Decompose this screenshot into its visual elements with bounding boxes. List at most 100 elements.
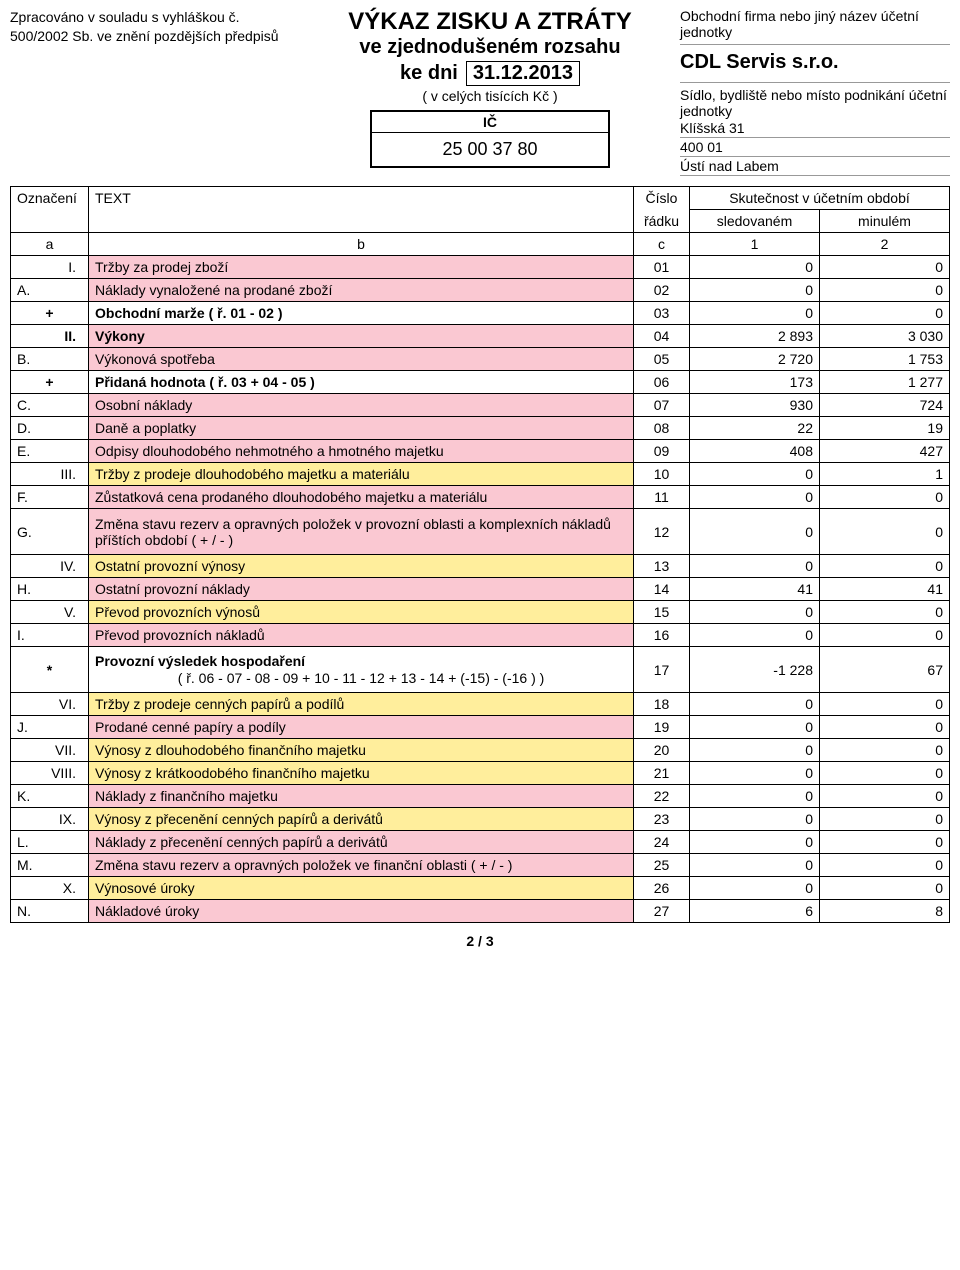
row-text-cell: Provozní výsledek hospodaření( ř. 06 - 0… (89, 647, 634, 693)
date-prefix: ke dni (400, 62, 458, 85)
row-text-cell: Přidaná hodnota ( ř. 03 + 04 - 05 ) (89, 371, 634, 394)
row-text: Změna stavu rezerv a opravných položek v… (95, 516, 611, 548)
table-row: VI. Tržby z prodeje cenných papírů a podí… (11, 693, 950, 716)
row-text: Provozní výsledek hospodaření (95, 653, 627, 670)
row-previous: 0 (820, 854, 950, 877)
row-previous: 0 (820, 739, 950, 762)
row-mark: B. (11, 348, 89, 371)
row-text-cell: Výkonová spotřeba (89, 348, 634, 371)
row-previous: 0 (820, 693, 950, 716)
row-num: 22 (634, 785, 690, 808)
row-text: Náklady z finančního majetku (95, 788, 278, 804)
row-text-cell: Odpisy dlouhodobého nehmotného a hmotnéh… (89, 440, 634, 463)
document-header: Zpracováno v souladu s vyhláškou č. 500/… (10, 8, 950, 176)
table-row: I.Tržby za prodej zboží0100 (11, 256, 950, 279)
row-current: 41 (690, 578, 820, 601)
row-num: 23 (634, 808, 690, 831)
row-mark: X. (11, 877, 89, 900)
row-text-cell: Tržby z prodeje cenných papírů a podílů (89, 693, 634, 716)
row-current: 0 (690, 486, 820, 509)
row-text: Odpisy dlouhodobého nehmotného a hmotnéh… (95, 443, 444, 459)
page-number: 2 / 3 (10, 933, 950, 949)
table-row: F.Zůstatková cena prodaného dlouhodobého… (11, 486, 950, 509)
document-title: VÝKAZ ZISKU A ZTRÁTY (348, 8, 632, 36)
row-text-cell: Výkony (89, 325, 634, 348)
ic-block: IČ 25 00 37 80 (370, 110, 610, 168)
table-row: IV.Ostatní provozní výnosy1300 (11, 555, 950, 578)
row-current: 6 (690, 900, 820, 923)
row-num: 04 (634, 325, 690, 348)
row-text: Tržby z prodeje cenných papírů a podílů (95, 696, 344, 712)
th-current: sledovaném (690, 210, 820, 233)
table-row: IX.Výnosy z přecenění cenných papírů a d… (11, 808, 950, 831)
table-row: I.Převod provozních nákladů1600 (11, 624, 950, 647)
row-previous: 1 753 (820, 348, 950, 371)
row-num: 13 (634, 555, 690, 578)
row-text-cell: Osobní náklady (89, 394, 634, 417)
row-current: 0 (690, 256, 820, 279)
row-num: 26 (634, 877, 690, 900)
table-row: III.Tržby z prodeje dlouhodobého majetku… (11, 463, 950, 486)
row-text-cell: Náklady z finančního majetku (89, 785, 634, 808)
row-num: 03 (634, 302, 690, 325)
row-text-cell: Tržby z prodeje dlouhodobého majetku a m… (89, 463, 634, 486)
row-text: Výnosy z dlouhodobého finančního majetku (95, 742, 366, 758)
row-previous: 0 (820, 716, 950, 739)
row-current: 0 (690, 785, 820, 808)
row-previous: 0 (820, 555, 950, 578)
row-text: Výkony (95, 328, 145, 344)
table-row: B.Výkonová spotřeba052 7201 753 (11, 348, 950, 371)
row-text: Ostatní provozní výnosy (95, 558, 245, 574)
row-text-cell: Převod provozních nákladů (89, 624, 634, 647)
row-text: Obchodní marže ( ř. 01 - 02 ) (95, 305, 283, 321)
row-num: 16 (634, 624, 690, 647)
row-num: 24 (634, 831, 690, 854)
row-mark: III. (11, 463, 89, 486)
row-mark: I. (11, 256, 89, 279)
row-mark: + (11, 371, 89, 394)
row-text: Převod provozních výnosů (95, 604, 260, 620)
table-row: V.Převod provozních výnosů1500 (11, 601, 950, 624)
address-city: Ústí nad Labem (680, 157, 950, 176)
row-text-cell: Výnosy z přecenění cenných papírů a deri… (89, 808, 634, 831)
row-mark: * (11, 647, 89, 693)
row-mark: VIII. (11, 762, 89, 785)
row-previous: 41 (820, 578, 950, 601)
row-mark: H. (11, 578, 89, 601)
th-a: a (11, 233, 89, 256)
row-mark: F. (11, 486, 89, 509)
row-num: 02 (634, 279, 690, 302)
table-row: X.Výnosové úroky2600 (11, 877, 950, 900)
row-previous: 1 (820, 463, 950, 486)
row-mark: N. (11, 900, 89, 923)
th-rownum1: Číslo (634, 187, 690, 210)
row-num: 07 (634, 394, 690, 417)
row-current: 0 (690, 509, 820, 555)
row-mark: D. (11, 417, 89, 440)
row-text: Náklady z přecenění cenných papírů a der… (95, 834, 388, 850)
row-mark: VII. (11, 739, 89, 762)
row-num: 18 (634, 693, 690, 716)
row-text: Nákladové úroky (95, 903, 199, 919)
row-mark: K. (11, 785, 89, 808)
row-current: 930 (690, 394, 820, 417)
row-previous: 0 (820, 624, 950, 647)
table-row: L.Náklady z přecenění cenných papírů a d… (11, 831, 950, 854)
row-current: 0 (690, 877, 820, 900)
row-num: 20 (634, 739, 690, 762)
row-text: Prodané cenné papíry a podíly (95, 719, 286, 735)
table-row: G.Změna stavu rezerv a opravných položek… (11, 509, 950, 555)
row-text-cell: Změna stavu rezerv a opravných položek v… (89, 854, 634, 877)
ic-label: IČ (372, 112, 608, 133)
table-row: +Obchodní marže ( ř. 01 - 02 )0300 (11, 302, 950, 325)
row-num: 10 (634, 463, 690, 486)
row-text-cell: Obchodní marže ( ř. 01 - 02 ) (89, 302, 634, 325)
row-current: -1 228 (690, 647, 820, 693)
row-mark: C. (11, 394, 89, 417)
row-text-cell: Tržby za prodej zboží (89, 256, 634, 279)
row-previous: 724 (820, 394, 950, 417)
row-num: 17 (634, 647, 690, 693)
th-previous: minulém (820, 210, 950, 233)
row-current: 0 (690, 279, 820, 302)
row-mark: VI. (11, 693, 89, 716)
